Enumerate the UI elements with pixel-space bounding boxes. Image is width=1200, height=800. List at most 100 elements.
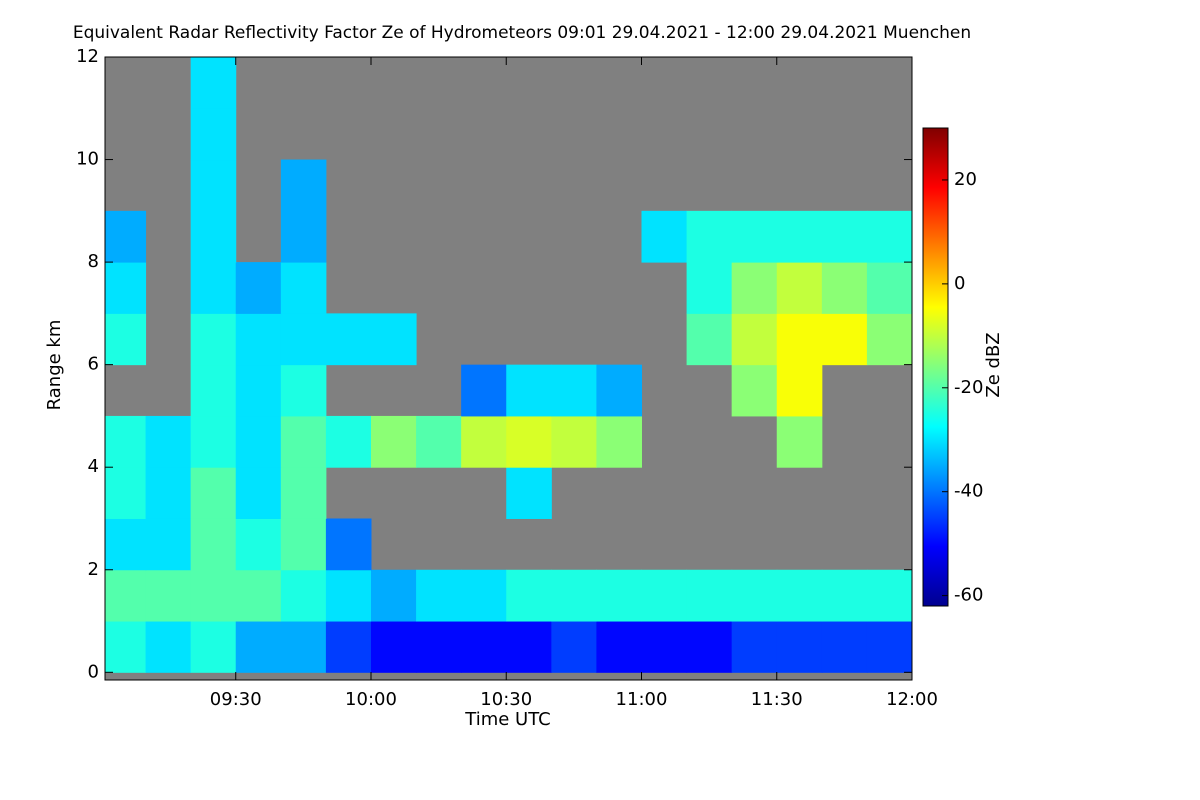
heatmap-cell bbox=[731, 262, 778, 314]
x-axis-label: Time UTC bbox=[464, 709, 550, 730]
heatmap-cell bbox=[370, 569, 417, 622]
heatmap-cell bbox=[105, 621, 147, 673]
heatmap-cell bbox=[506, 621, 552, 673]
heatmap-cell bbox=[235, 621, 282, 673]
heatmap-cell bbox=[105, 569, 147, 622]
heatmap-cell bbox=[866, 569, 913, 622]
heatmap-cell bbox=[506, 569, 552, 622]
heatmap-cell bbox=[105, 262, 147, 314]
heatmap-cell bbox=[370, 621, 417, 673]
heatmap-cell bbox=[776, 415, 823, 468]
heatmap-cell bbox=[686, 210, 733, 263]
x-tick-label: 10:00 bbox=[345, 689, 397, 710]
heatmap-cell bbox=[105, 467, 147, 519]
heatmap-cell bbox=[325, 313, 372, 366]
heatmap-cell bbox=[325, 518, 372, 571]
heatmap-cell bbox=[596, 364, 642, 417]
heatmap-cell bbox=[280, 621, 327, 673]
heatmap-cell bbox=[190, 108, 237, 161]
heatmap-cell bbox=[821, 621, 868, 673]
heatmap-cell bbox=[551, 364, 597, 417]
heatmap-cell bbox=[280, 313, 327, 366]
heatmap-cell bbox=[731, 569, 778, 622]
colorbar bbox=[922, 127, 949, 607]
heatmap-cell bbox=[235, 467, 282, 519]
heatmap-cell bbox=[821, 313, 868, 366]
heatmap-cell bbox=[596, 621, 642, 673]
heatmap-cell bbox=[190, 364, 237, 417]
heatmap-cell bbox=[325, 415, 372, 468]
colorbar-tick-label: 20 bbox=[954, 169, 977, 190]
heatmap-cell bbox=[506, 364, 552, 417]
heatmap-cell bbox=[325, 569, 372, 622]
heatmap-cell bbox=[596, 415, 642, 468]
heatmap-cell bbox=[105, 210, 147, 263]
heatmap-cell bbox=[190, 159, 237, 212]
heatmap-cell bbox=[416, 415, 462, 468]
x-tick-label: 10:30 bbox=[480, 689, 532, 710]
heatmap-cell bbox=[866, 621, 913, 673]
heatmap-cell bbox=[506, 467, 552, 519]
heatmap-cell bbox=[776, 210, 823, 263]
heatmap-cell bbox=[105, 518, 147, 571]
heatmap-cell bbox=[280, 262, 327, 314]
x-tick-label: 11:00 bbox=[616, 689, 668, 710]
heatmap-cell bbox=[190, 313, 237, 366]
heatmap-cell bbox=[821, 210, 868, 263]
y-axis-label: Range km bbox=[44, 320, 65, 411]
heatmap-cell bbox=[190, 210, 237, 263]
heatmap-cell bbox=[105, 313, 147, 366]
heatmap-cell bbox=[416, 569, 462, 622]
heatmap-cell bbox=[280, 467, 327, 519]
heatmap-cell bbox=[280, 159, 327, 212]
heatmap-cell bbox=[866, 313, 913, 366]
x-tick-label: 11:30 bbox=[751, 689, 803, 710]
heatmap-cell bbox=[145, 621, 192, 673]
heatmap-cell bbox=[190, 467, 237, 519]
heatmap-cell bbox=[235, 415, 282, 468]
plot-frame bbox=[104, 56, 913, 681]
heatmap-cell bbox=[596, 569, 642, 622]
heatmap-cell bbox=[506, 415, 552, 468]
heatmap-cell bbox=[776, 364, 823, 417]
colorbar-tick-label: 0 bbox=[954, 273, 965, 294]
heatmap-cell bbox=[370, 313, 417, 366]
heatmap-cell bbox=[235, 313, 282, 366]
heatmap-cell bbox=[235, 569, 282, 622]
heatmap-cell bbox=[145, 467, 192, 519]
heatmap-cell bbox=[866, 262, 913, 314]
heatmap-cell bbox=[280, 364, 327, 417]
heatmap-cell bbox=[190, 621, 237, 673]
heatmap-cell bbox=[731, 210, 778, 263]
heatmap-cell bbox=[686, 262, 733, 314]
heatmap-cell bbox=[280, 569, 327, 622]
heatmap-cell bbox=[235, 518, 282, 571]
heatmap-cell bbox=[105, 415, 147, 468]
heatmap-cell bbox=[145, 569, 192, 622]
heatmap-cell bbox=[821, 569, 868, 622]
heatmap-cell bbox=[325, 621, 372, 673]
heatmap-cell bbox=[190, 57, 237, 109]
heatmap-cell bbox=[686, 569, 733, 622]
heatmap-cell bbox=[551, 621, 597, 673]
y-tick-label: 8 bbox=[88, 251, 99, 272]
heatmap-cell bbox=[461, 415, 507, 468]
heatmap-cell bbox=[731, 313, 778, 366]
y-tick-label: 2 bbox=[88, 559, 99, 580]
heatmap-cell bbox=[461, 621, 507, 673]
colorbar-tick-label: -60 bbox=[954, 585, 983, 606]
colorbar-label: Ze dBZ bbox=[983, 332, 1004, 397]
heatmap-cell bbox=[280, 415, 327, 468]
y-tick-label: 6 bbox=[88, 354, 99, 375]
heatmap-cell bbox=[686, 621, 733, 673]
heatmap-cell bbox=[190, 262, 237, 314]
heatmap-cell bbox=[641, 569, 688, 622]
y-tick-label: 0 bbox=[88, 661, 99, 682]
heatmap-cell bbox=[776, 569, 823, 622]
heatmap-cell bbox=[145, 518, 192, 571]
heatmap-cell bbox=[776, 313, 823, 366]
heatmap-cell bbox=[280, 518, 327, 571]
heatmap-cell bbox=[641, 621, 688, 673]
heatmap-cell bbox=[235, 262, 282, 314]
